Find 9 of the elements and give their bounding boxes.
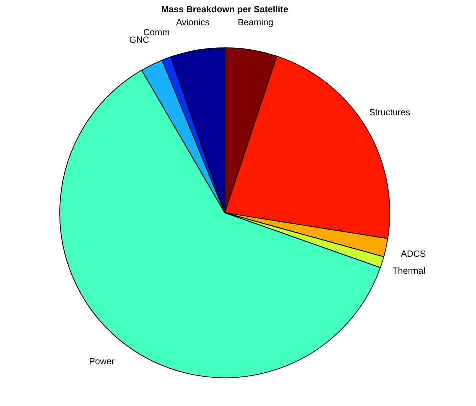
slice-label: Beaming <box>238 17 274 28</box>
slice-label: Thermal <box>392 266 426 276</box>
slice-label: Avionics <box>176 18 210 28</box>
slice-label: Structures <box>369 108 411 118</box>
slice-label: GNC <box>130 34 150 45</box>
slice-label: ADCS <box>401 248 426 259</box>
slice-label: Comm <box>144 27 170 38</box>
slice-label: Power <box>89 356 115 367</box>
chart-title: Mass Breakdown per Satellite <box>161 4 289 14</box>
